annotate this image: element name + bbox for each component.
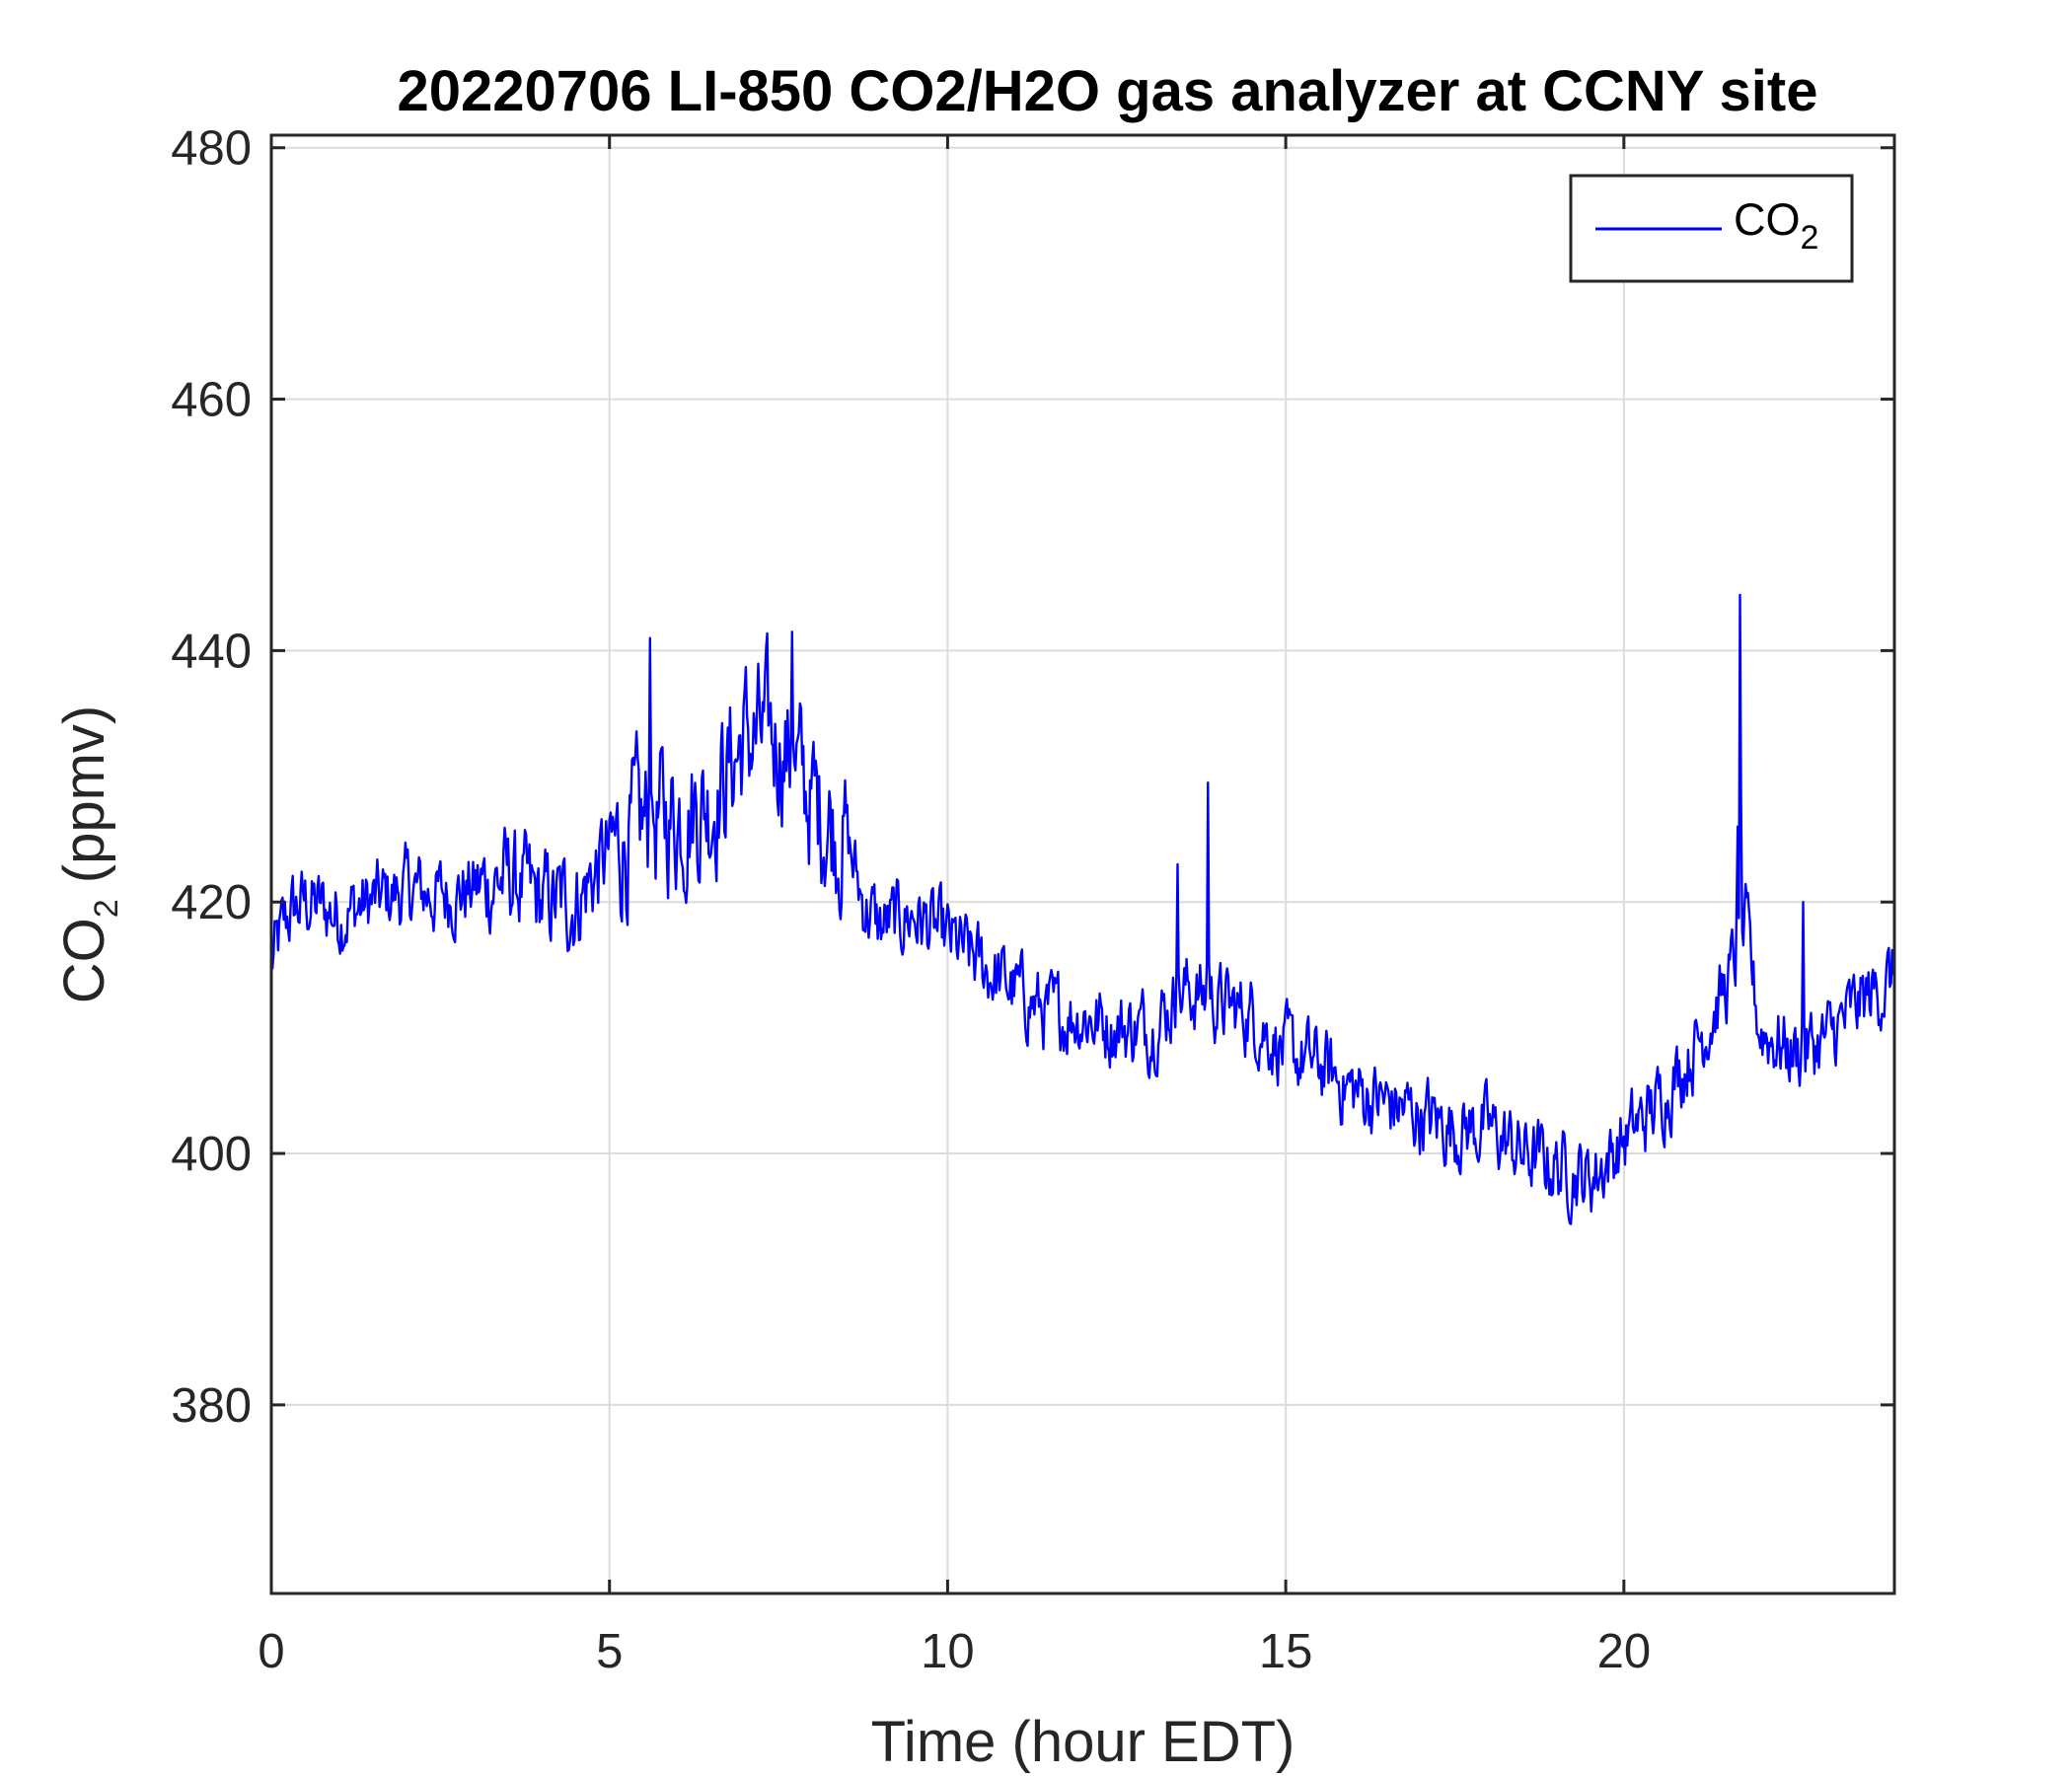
y-tick-label: 420 <box>171 876 252 929</box>
x-tick-label: 0 <box>258 1625 284 1678</box>
x-tick-label: 20 <box>1597 1625 1652 1678</box>
y-tick-label: 380 <box>171 1379 252 1433</box>
legend-label-co2: CO2 <box>1734 194 1818 257</box>
x-axis-label: Time (hour EDT) <box>871 1710 1295 1774</box>
plot-box <box>269 133 1896 1595</box>
y-tick-label: 460 <box>171 374 252 427</box>
x-tick-label: 15 <box>1259 1625 1313 1678</box>
series-layer <box>269 593 1896 1225</box>
legend-label-subscript: 2 <box>1801 219 1819 257</box>
y-tick-label: 440 <box>171 625 252 678</box>
y-axis-label-main: CO <box>52 918 116 1003</box>
y-tick-label: 400 <box>171 1128 252 1181</box>
series-line-co2 <box>269 593 1896 1225</box>
x-tick-label: 5 <box>596 1625 623 1678</box>
axis-ticks: 0 5 10 15 20 380 400 420 440 460 480 <box>171 122 1894 1678</box>
grid-lines <box>271 135 1894 1593</box>
y-axis-label-unit: (ppmv) <box>52 705 116 900</box>
y-axis-label-subscript: 2 <box>88 899 125 918</box>
y-axis-label: CO2 (ppmv) <box>52 705 125 1004</box>
chart-title: 20220706 LI-850 CO2/H2O gas analyzer at … <box>397 59 1817 123</box>
legend: CO2 <box>1569 174 1854 283</box>
legend-label-main: CO <box>1734 194 1801 245</box>
x-tick-label: 10 <box>921 1625 975 1678</box>
y-tick-label: 480 <box>171 122 252 176</box>
